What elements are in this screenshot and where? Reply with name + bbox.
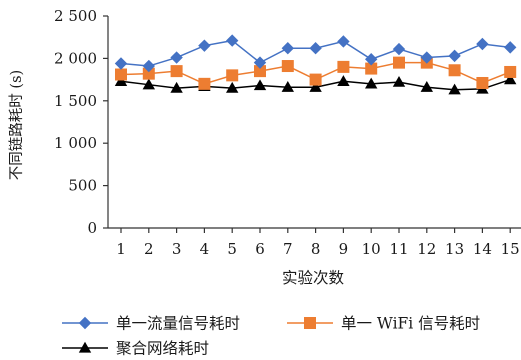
series-2 [115,56,517,90]
legend-marker [78,341,92,353]
series-2-point [142,67,155,80]
x-tick-label: 15 [501,240,520,258]
legend-item-2: 单一 WiFi 信号耗时 [287,315,480,333]
x-tick-label: 6 [255,240,265,258]
series-2-point [504,65,517,78]
series-2-point [365,62,378,75]
series-2-point [281,60,294,73]
series-1-point [364,53,378,66]
x-tick-label: 2 [144,240,154,258]
series-1-point [420,51,434,64]
legend-marker [304,317,316,329]
series-3-point [309,81,322,92]
legend-marker [78,316,92,330]
series-2-point [476,76,489,89]
series-2-point [448,64,461,77]
series-3 [114,73,517,95]
y-tick-label: 1 500 [54,92,97,110]
series-1-point [253,56,267,69]
series-1-point [225,34,239,47]
x-tick-label: 8 [311,240,321,258]
series-3-point [365,77,378,89]
series-3-point [448,83,461,95]
legend-label: 聚合网络耗时 [116,340,209,358]
x-ticks: 1 2 3 4 5 6 7 8 9 10 11 12 13 14 15 [116,228,520,258]
series-1-point [503,41,517,54]
series-2-point [198,77,211,90]
y-tick-label: 2 500 [54,7,97,25]
series-3-point [114,75,128,86]
x-tick-label: 4 [200,240,210,258]
x-tick-label: 11 [389,240,408,258]
x-tick-label: 13 [445,240,464,258]
series-3-point [226,81,239,93]
series-1-point [170,51,183,64]
series-2-point [337,60,350,73]
x-axis-title: 实验次数 [282,269,345,287]
y-tick-label: 0 [87,219,97,237]
legend-label: 单一 WiFi 信号耗时 [341,315,480,333]
x-tick-label: 3 [172,240,182,258]
series-3-point [281,81,294,92]
series-2-point [309,73,322,86]
x-tick-label: 9 [339,240,349,258]
x-tick-label: 10 [362,240,381,258]
x-tick-label: 12 [417,240,436,258]
series-1-point [448,49,461,63]
series-1-point [198,39,211,52]
y-tick-label: 1 000 [54,134,97,152]
series-layer [114,34,517,95]
x-tick-label: 5 [227,240,237,258]
legend-item-3: 聚合网络耗时 [62,340,209,358]
x-tick-label: 1 [116,240,126,258]
legend-item-1: 单一流量信号耗时 [62,315,240,333]
series-1-point [281,42,295,55]
series-3-point [253,79,267,91]
series-1-point [476,37,489,51]
series-3-point [420,81,433,92]
series-1-point [337,35,350,48]
series-2-point [170,65,183,78]
y-tick-label: 500 [68,177,97,195]
series-1-point [392,42,406,56]
series-1-point [309,42,322,55]
series-3-point [392,75,406,87]
series-3-point [170,81,183,93]
x-tick-label: 14 [473,240,492,258]
series-2-point [393,56,405,69]
series-1-point [142,59,156,73]
series-3-point [504,73,517,85]
legend-label: 单一流量信号耗时 [116,315,240,333]
series-1-point [114,57,128,70]
y-axis-title: 不同链路耗时 (s) [8,70,25,180]
series-3-point [142,78,155,90]
series-3-point [337,75,350,86]
series-2-point [226,69,239,82]
y-tick-label: 2 000 [54,49,97,67]
y-ticks: 0 500 1 000 1 500 2 000 2 500 [54,7,108,237]
x-tick-label: 7 [283,240,293,258]
series-2-point [254,65,266,78]
series-2-point [115,68,127,81]
series-1 [114,34,517,73]
